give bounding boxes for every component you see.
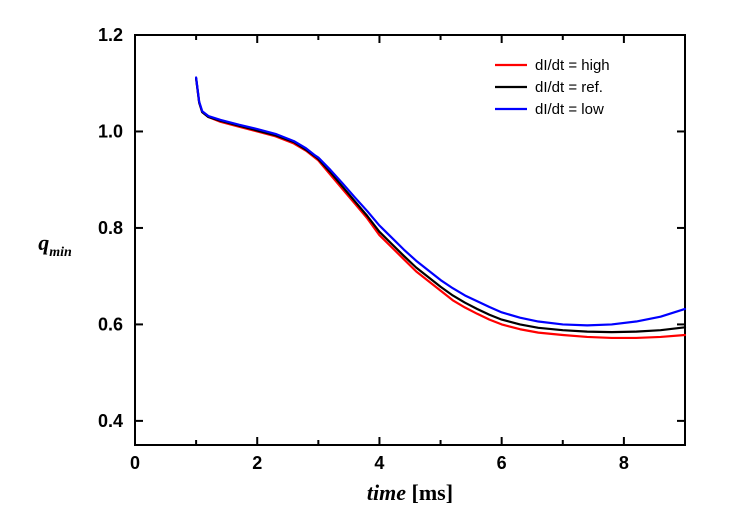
y-tick-label: 0.8 — [98, 218, 123, 238]
legend-label: dI/dt = high — [535, 57, 610, 74]
y-tick-label: 0.4 — [98, 411, 123, 431]
chart-background — [0, 0, 754, 529]
legend-label: dI/dt = ref. — [535, 79, 603, 96]
y-tick-label: 1.0 — [98, 121, 123, 141]
x-tick-label: 0 — [130, 453, 140, 473]
x-tick-label: 4 — [374, 453, 384, 473]
x-tick-label: 8 — [619, 453, 629, 473]
x-axis-title: time [ms] — [367, 480, 453, 505]
y-tick-label: 1.2 — [98, 25, 123, 45]
x-tick-label: 6 — [497, 453, 507, 473]
figure-container: 024680.40.60.81.01.2time [ms]qmindI/dt =… — [0, 0, 754, 529]
x-tick-label: 2 — [252, 453, 262, 473]
legend-label: dI/dt = low — [535, 101, 604, 118]
y-tick-label: 0.6 — [98, 314, 123, 334]
qmin-vs-time-chart: 024680.40.60.81.01.2time [ms]qmindI/dt =… — [0, 0, 754, 529]
